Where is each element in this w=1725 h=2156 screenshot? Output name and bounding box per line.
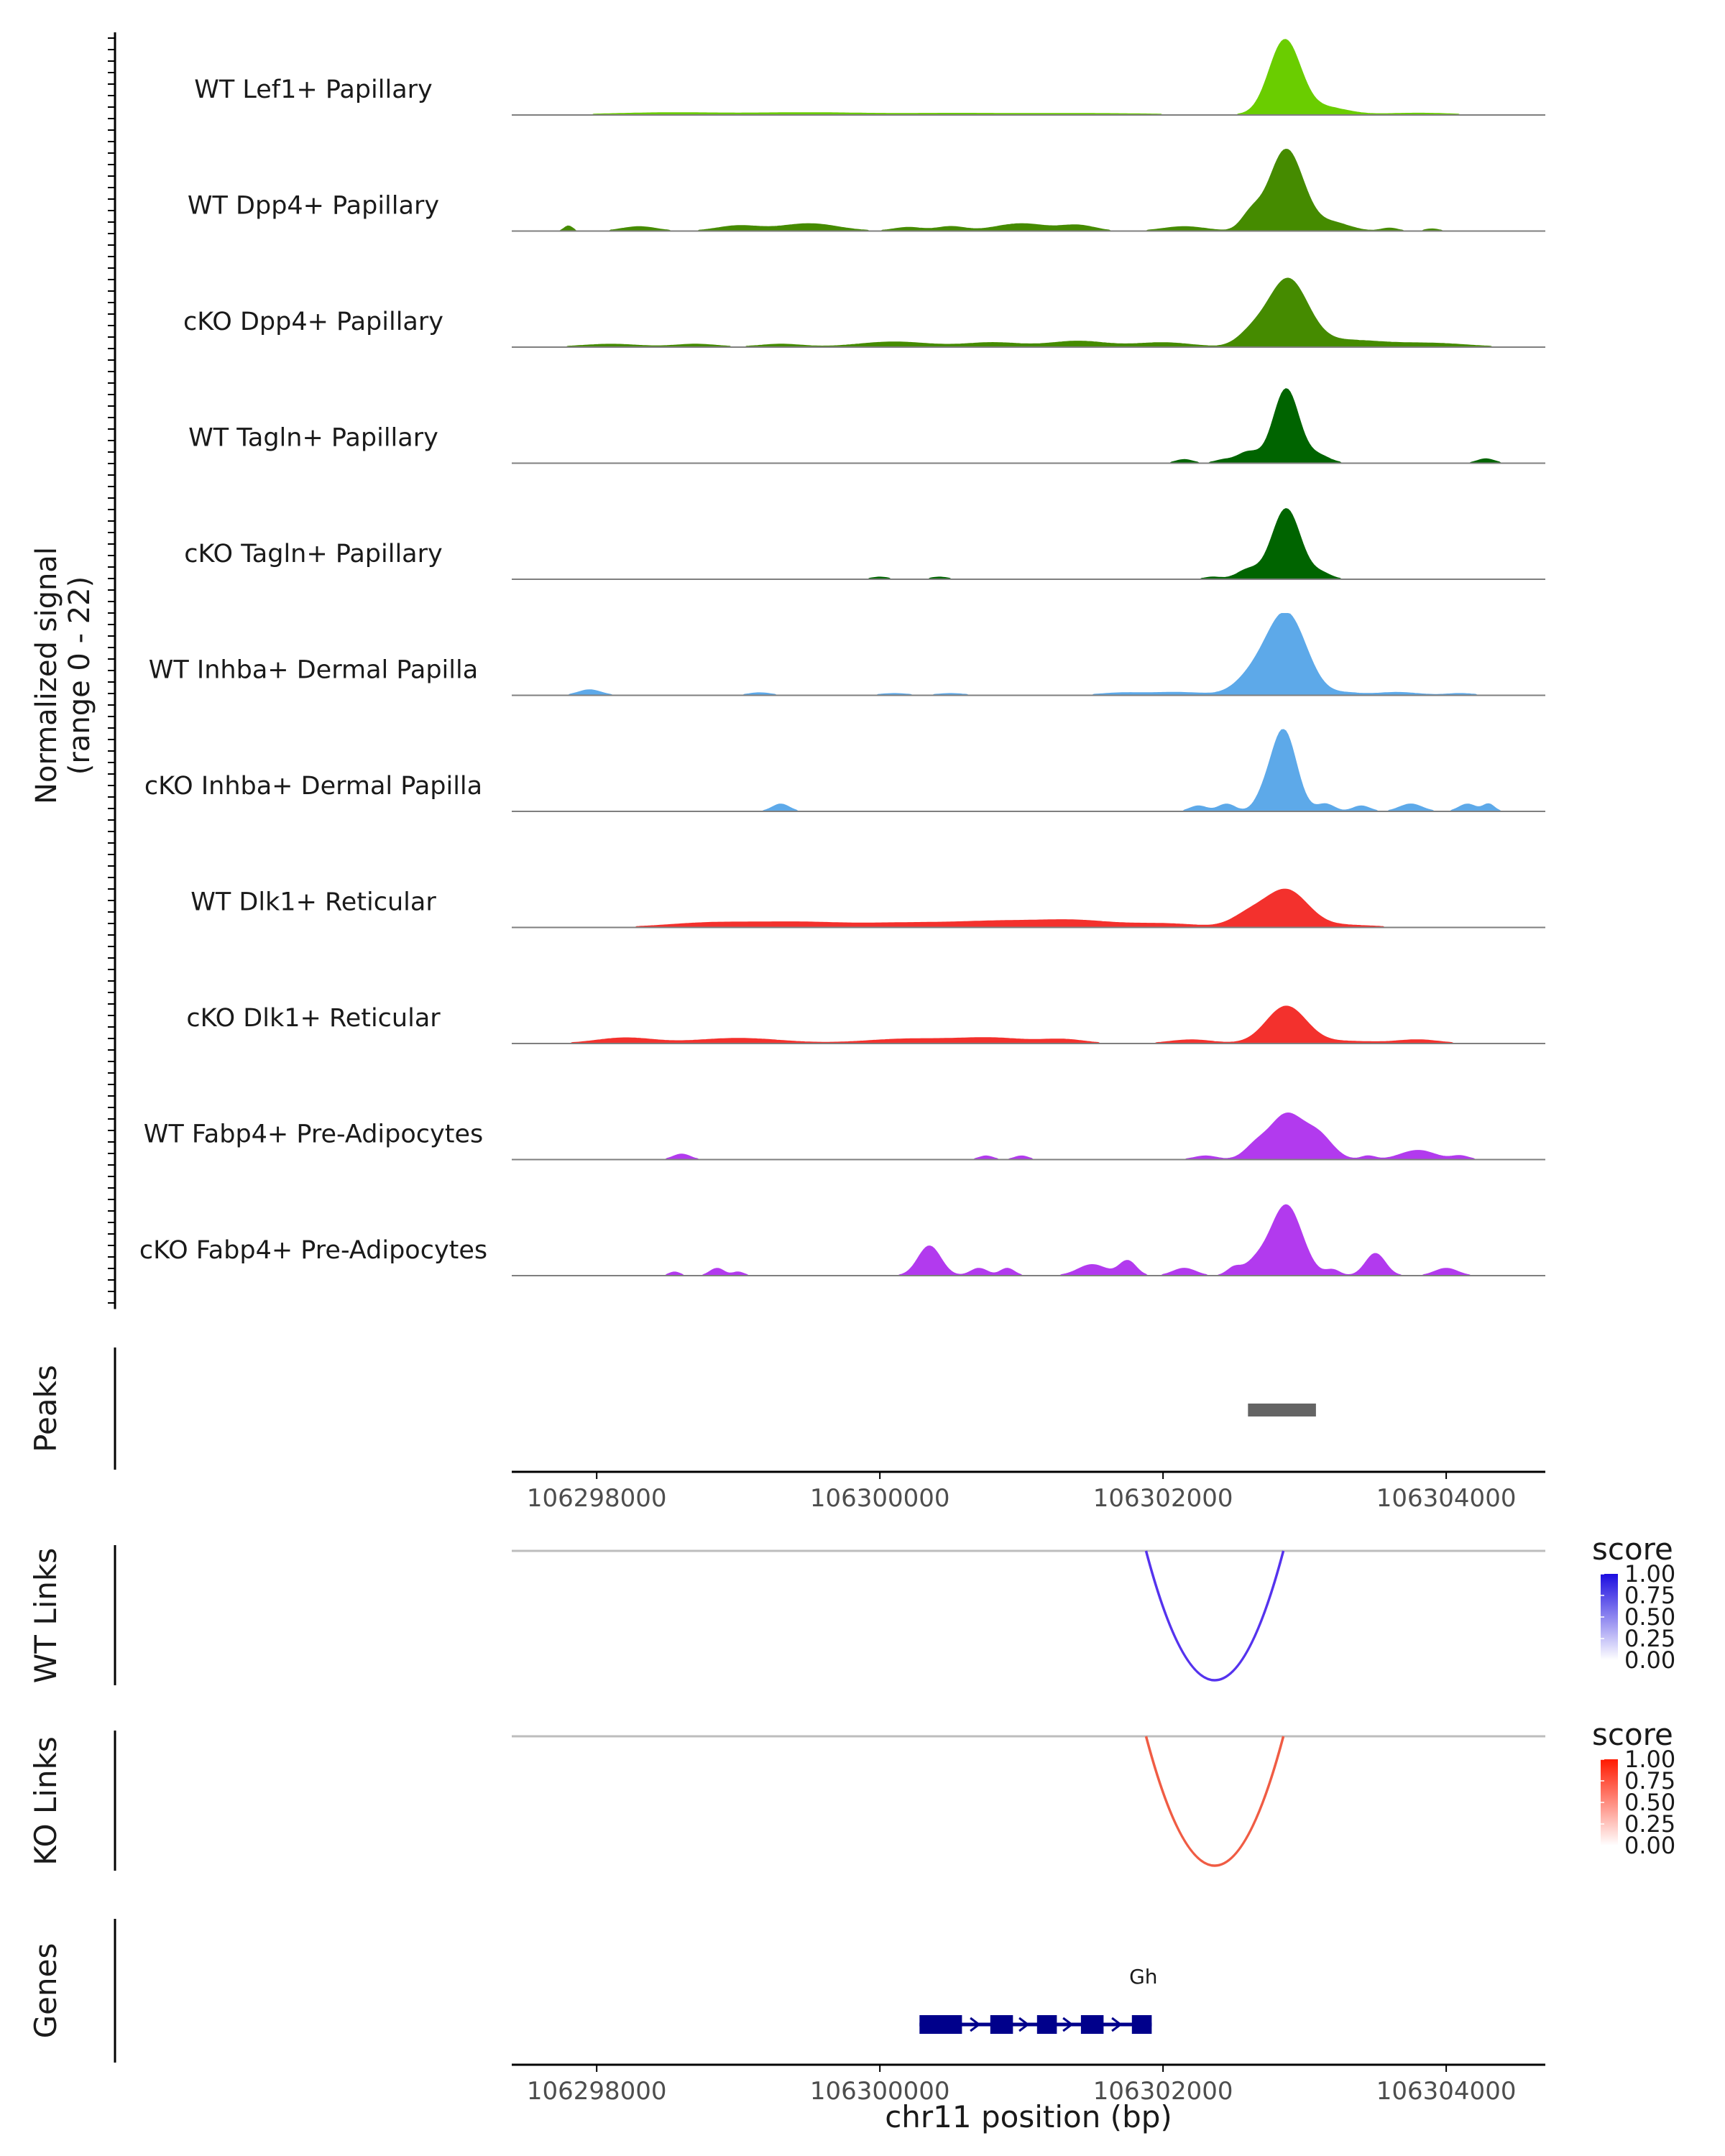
track-label: WT Tagln+ Papillary bbox=[188, 424, 438, 453]
gene-strand-arrow bbox=[970, 2017, 981, 2032]
legend-tick-label: 1.00 bbox=[1624, 1746, 1675, 1773]
x-axis-title: chr11 position (bp) bbox=[885, 2099, 1172, 2134]
track-label: WT Lef1+ Papillary bbox=[194, 75, 433, 104]
signal-ylabel-range: (range 0 - 22) bbox=[63, 576, 96, 775]
bottom-x-axis-tick-label: 106298000 bbox=[527, 2077, 667, 2106]
coverage-area bbox=[512, 148, 1545, 231]
link-arc bbox=[1144, 1736, 1285, 1867]
coverage-area bbox=[512, 507, 1545, 580]
coverage-area bbox=[512, 1112, 1545, 1160]
bottom-x-axis-tick-label: 106302000 bbox=[1093, 2077, 1233, 2106]
link-track-label: WT Links bbox=[28, 1548, 63, 1683]
gene-exon bbox=[1036, 2015, 1057, 2034]
legend-tick-label: 1.00 bbox=[1624, 1560, 1675, 1588]
track-label: WT Inhba+ Dermal Papilla bbox=[149, 656, 478, 685]
legend-title: score bbox=[1592, 1531, 1673, 1567]
track-label: WT Dpp4+ Papillary bbox=[188, 192, 439, 221]
gene-strand-arrow bbox=[1062, 2017, 1074, 2032]
coverage-area bbox=[512, 277, 1545, 348]
coverage-area bbox=[512, 729, 1545, 812]
peaks-x-axis-tick-label: 106302000 bbox=[1093, 1484, 1233, 1513]
gene-exon bbox=[1080, 2015, 1104, 2034]
coverage-area bbox=[512, 1204, 1545, 1276]
bottom-x-axis-tick-label: 106304000 bbox=[1376, 2077, 1517, 2106]
gene-name-label: Gh bbox=[1129, 1965, 1157, 1989]
peaks-x-axis-tick-label: 106304000 bbox=[1376, 1484, 1517, 1513]
coverage-area bbox=[512, 613, 1545, 696]
peaks-x-axis-tick-label: 106298000 bbox=[527, 1484, 667, 1513]
legend-tick-label: 0.50 bbox=[1624, 1789, 1675, 1816]
signal-ylabel: Normalized signal bbox=[30, 547, 63, 804]
gene-strand-arrow bbox=[1018, 2017, 1030, 2032]
gene-exon bbox=[1131, 2015, 1152, 2034]
link-track-label: KO Links bbox=[28, 1736, 63, 1866]
legend-tick-label: 0.75 bbox=[1624, 1582, 1675, 1609]
track-label: WT Dlk1+ Reticular bbox=[190, 888, 436, 917]
bottom-x-axis-tick-label: 106300000 bbox=[810, 2077, 950, 2106]
track-label: cKO Dpp4+ Papillary bbox=[183, 308, 443, 336]
legend-tick-label: 0.75 bbox=[1624, 1767, 1675, 1795]
coverage-area bbox=[512, 888, 1545, 928]
legend-tick-label: 0.50 bbox=[1624, 1603, 1675, 1631]
legend-tick-label: 0.25 bbox=[1624, 1625, 1675, 1652]
legend-tick-label: 0.00 bbox=[1624, 1646, 1675, 1674]
legend-tick-label: 0.25 bbox=[1624, 1810, 1675, 1838]
coverage-area bbox=[512, 39, 1545, 116]
peaks-x-axis-tick-label: 106300000 bbox=[810, 1484, 950, 1513]
coverage-area bbox=[512, 388, 1545, 464]
track-label: cKO Inhba+ Dermal Papilla bbox=[144, 772, 482, 801]
gene-exon bbox=[990, 2015, 1013, 2034]
peak-region bbox=[1248, 1404, 1316, 1416]
coverage-area bbox=[512, 1005, 1545, 1044]
link-arc bbox=[1144, 1550, 1285, 1682]
peaks-label: Peaks bbox=[28, 1365, 63, 1452]
legend-title: score bbox=[1592, 1717, 1673, 1752]
track-label: cKO Tagln+ Papillary bbox=[184, 540, 443, 568]
legend-tick-label: 0.00 bbox=[1624, 1832, 1675, 1859]
gene-strand-arrow bbox=[1111, 2017, 1123, 2032]
track-label: cKO Fabp4+ Pre-Adipocytes bbox=[139, 1236, 487, 1265]
track-label: cKO Dlk1+ Reticular bbox=[186, 1004, 441, 1033]
track-label: WT Fabp4+ Pre-Adipocytes bbox=[144, 1120, 483, 1149]
gene-exon bbox=[919, 2015, 962, 2034]
genes-label: Genes bbox=[28, 1943, 63, 2039]
